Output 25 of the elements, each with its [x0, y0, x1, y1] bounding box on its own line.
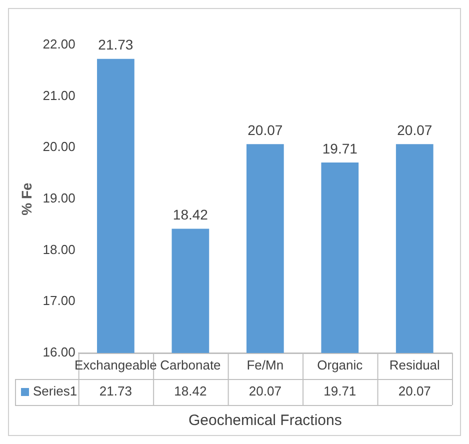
data-label: 20.07 [248, 122, 283, 138]
data-label: 21.73 [98, 36, 134, 53]
data-label: 20.07 [397, 122, 432, 138]
x-tick-label: Fe/Mn [246, 358, 284, 373]
text: 18.42 [174, 384, 207, 399]
text: 21.73 [99, 384, 132, 399]
y-tick-label: 20.00 [42, 139, 76, 154]
text: 20.07 [398, 384, 431, 399]
y-tick-label: 17.00 [42, 293, 76, 308]
legend-label: Series1 [33, 384, 78, 399]
y-tick-label: 16.00 [42, 344, 76, 360]
y-tick-label: 19.00 [42, 190, 76, 206]
data-label: 19.71 [322, 140, 358, 156]
x-axis-title: Geochemical Fractions [188, 412, 342, 430]
text: 19.71 [324, 384, 356, 399]
data-label: 18.42 [172, 206, 208, 223]
x-tick-label: Exchangeable [74, 358, 157, 373]
y-tick-label: 21.00 [42, 88, 76, 103]
x-tick-label: Organic [317, 358, 364, 373]
y-tick-label: 22.00 [42, 36, 76, 52]
x-tick-label: Carbonate [160, 358, 221, 373]
y-axis-title: % Fe [18, 182, 34, 216]
y-tick-label: 18.00 [42, 242, 76, 257]
x-tick-label: Residual [389, 358, 440, 373]
text: 20.07 [248, 384, 282, 399]
